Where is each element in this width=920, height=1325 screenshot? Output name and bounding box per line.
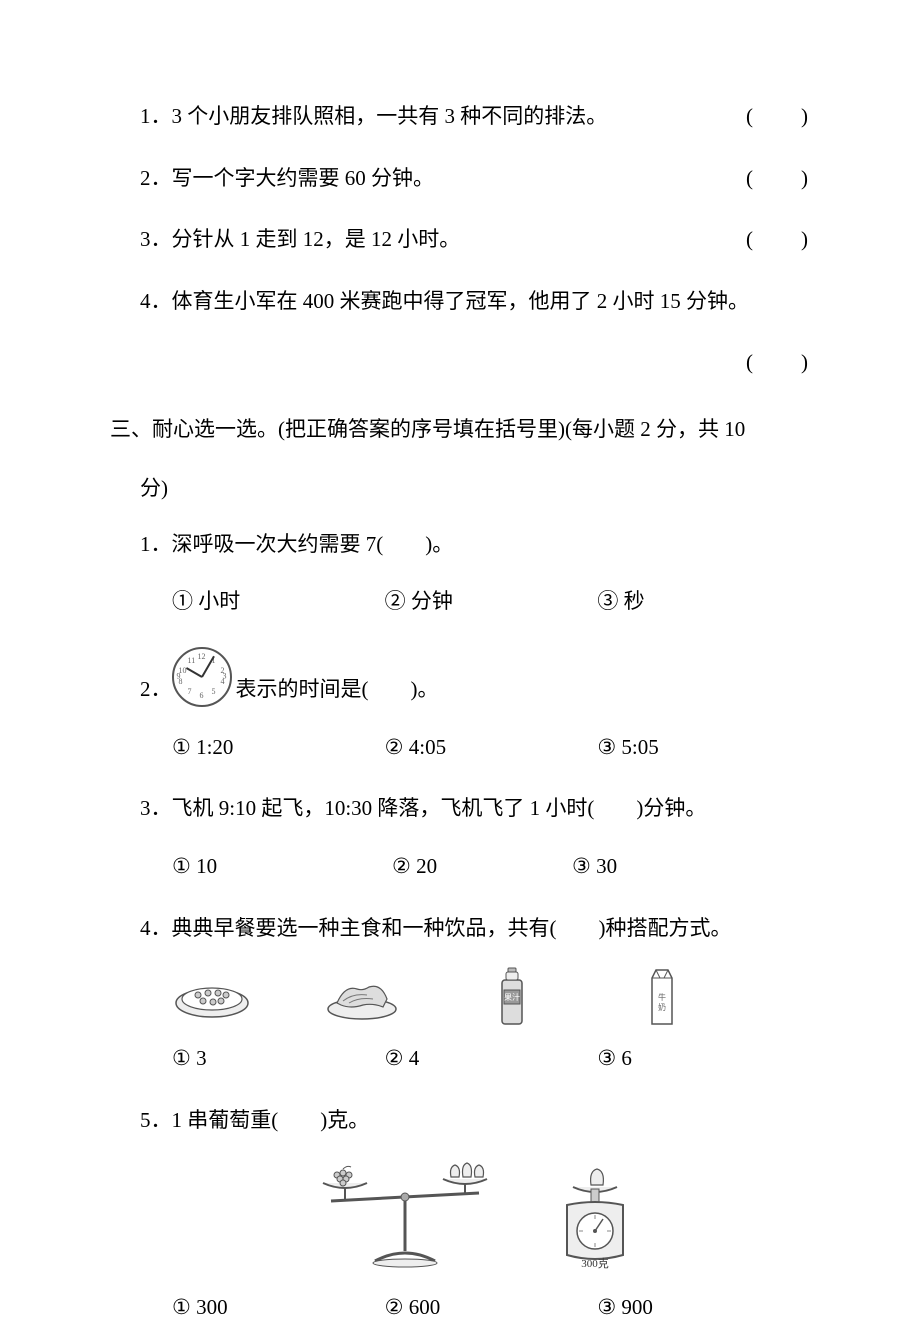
svg-text:奶: 奶 (658, 1002, 666, 1012)
choice-q4-opt2: ② 4 (385, 1042, 598, 1076)
drink-milk-icon: 牛 奶 (622, 969, 702, 1024)
choice-q4-opt1: ① 3 (172, 1042, 385, 1076)
choice-q5: 5．1 串葡萄重( )克。 (140, 1104, 810, 1138)
section3-heading-line1: 三、耐心选一选。(把正确答案的序号填在括号里)(每小题 2 分，共 10 (110, 408, 810, 450)
svg-text:果汁: 果汁 (504, 992, 520, 1002)
judge-q4-paren-line: ( ) (140, 346, 810, 380)
judge-q2-paren: ( ) (746, 162, 810, 196)
food-youtiao-icon (322, 969, 402, 1024)
judge-q1-text: 1．3 个小朋友排队照相，一共有 3 种不同的排法。 (140, 100, 607, 134)
choice-q3-opt3: ③ 30 (572, 850, 732, 884)
choice-q3-opt2: ② 20 (392, 850, 572, 884)
choice-q1-opt2: ② 分钟 (385, 585, 598, 619)
judge-q1-paren: ( ) (746, 100, 810, 134)
judge-q4: 4．体育生小军在 400 米赛跑中得了冠军，他用了 2 小时 15 分钟。 (140, 285, 810, 319)
choice-q2-opt2: ② 4:05 (385, 731, 598, 765)
choice-q4: 4．典典早餐要选一种主食和一种饮品，共有( )种搭配方式。 (140, 912, 810, 946)
choice-q1: 1．深呼吸一次大约需要 7( )。 (140, 528, 810, 562)
choice-q2-num: 2． (140, 673, 172, 707)
judge-q2: 2．写一个字大约需要 60 分钟。 ( ) (140, 162, 810, 196)
section3-heading: 三、耐心选一选。(把正确答案的序号填在括号里)(每小题 2 分，共 10 (110, 408, 810, 450)
judge-q3-paren: ( ) (746, 223, 810, 257)
choice-q5-opt2: ② 600 (385, 1291, 598, 1325)
judge-q4-text: 4．体育生小军在 400 米赛跑中得了冠军，他用了 2 小时 15 分钟。 (140, 289, 749, 313)
judge-q1: 1．3 个小朋友排队照相，一共有 3 种不同的排法。 ( ) (140, 100, 810, 134)
judge-q4-paren: ( ) (746, 346, 810, 380)
choice-q1-opt3: ③ 秒 (597, 585, 810, 619)
choice-q2-opt1: ① 1:20 (172, 731, 385, 765)
kitchen-scale-icon: 300克 (545, 1161, 645, 1271)
section3-heading-line2: 分) (140, 472, 810, 506)
choice-q2-options: ① 1:20 ② 4:05 ③ 5:05 (172, 731, 810, 765)
food-dumplings-icon (172, 969, 252, 1024)
choice-q1-options: ① 小时 ② 分钟 ③ 秒 (172, 585, 810, 619)
scale-label: 300克 (581, 1257, 609, 1270)
choice-q2-tail: 表示的时间是( )。 (236, 673, 439, 707)
clock-icon: 1212 345 678 91011 (172, 647, 232, 707)
choice-q3-opt1: ① 10 (172, 850, 392, 884)
choice-q1-opt1: ① 小时 (172, 585, 385, 619)
choice-q2-opt3: ③ 5:05 (597, 731, 810, 765)
choice-q4-options: ① 3 ② 4 ③ 6 (172, 1042, 810, 1076)
judge-q3-text: 3．分针从 1 走到 12，是 12 小时。 (140, 223, 460, 257)
judge-q3: 3．分针从 1 走到 12，是 12 小时。 ( ) (140, 223, 810, 257)
choice-q2: 2． 1212 345 678 91011 表示的时间是( )。 (140, 647, 810, 707)
drink-juice-icon: 果汁 (472, 969, 552, 1024)
choice-q5-options: ① 300 ② 600 ③ 900 (172, 1291, 810, 1325)
choice-q5-opt1: ① 300 (172, 1291, 385, 1325)
choice-q4-opt3: ③ 6 (597, 1042, 810, 1076)
svg-text:牛: 牛 (658, 992, 666, 1002)
choice-q5-opt3: ③ 900 (597, 1291, 810, 1325)
choice-q4-images: 果汁 牛 奶 (172, 969, 810, 1024)
balance-scale-icon (305, 1161, 505, 1271)
choice-q3-options: ① 10 ② 20 ③ 30 (172, 850, 810, 884)
judge-q2-text: 2．写一个字大约需要 60 分钟。 (140, 162, 434, 196)
choice-q3: 3．飞机 9:10 起飞，10:30 降落，飞机飞了 1 小时( )分钟。 (140, 792, 810, 826)
choice-q5-images: 300克 (140, 1161, 810, 1271)
